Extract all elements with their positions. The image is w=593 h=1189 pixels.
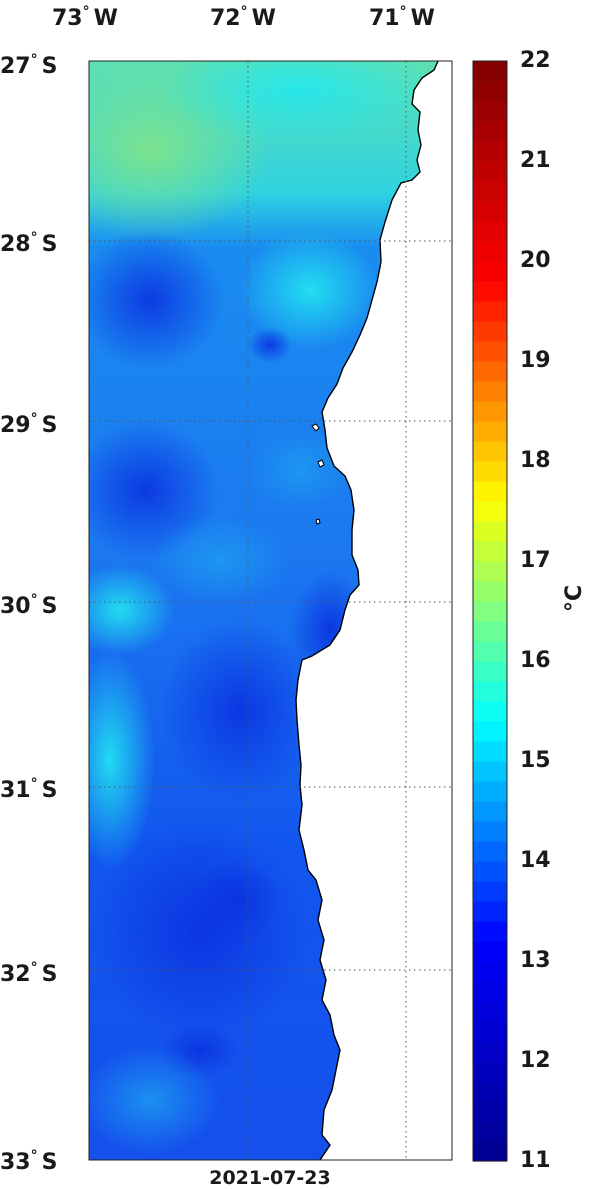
colorbar-band: [473, 701, 507, 722]
colorbar-band: [473, 521, 507, 542]
colorbar-band: [473, 161, 507, 182]
lon-label-72w: 72° W: [210, 4, 276, 31]
colorbar-band: [473, 581, 507, 602]
colorbar-band: [473, 141, 507, 162]
coastline: [295, 61, 439, 1160]
colorbar-band: [473, 981, 507, 1002]
colorbar-band: [473, 781, 507, 802]
colorbar-band: [473, 281, 507, 302]
colorbar-band: [473, 301, 507, 322]
island: [317, 459, 325, 468]
colorbar-band: [473, 1061, 507, 1082]
colorbar-tick: 12: [520, 1048, 551, 1073]
colorbar-band: [473, 341, 507, 362]
map-frame: [88, 60, 453, 1161]
colorbar-band: [473, 901, 507, 922]
colorbar-band: [473, 201, 507, 222]
lat-label-27s: 27° S: [0, 52, 58, 79]
colorbar-band: [473, 861, 507, 882]
colorbar-band: [473, 241, 507, 262]
colorbar-band: [473, 641, 507, 662]
colorbar-band: [473, 1001, 507, 1022]
colorbar-band: [473, 1121, 507, 1142]
colorbar-band: [473, 1141, 507, 1162]
lat-label-31s: 31° S: [0, 776, 58, 803]
lon-label-73w: 73° W: [52, 4, 118, 31]
colorbar-band: [473, 461, 507, 482]
colorbar-band: [473, 61, 507, 82]
colorbar-band: [473, 821, 507, 842]
colorbar-band: [473, 741, 507, 762]
colorbar-tick: 20: [520, 248, 551, 273]
colorbar-tick: 21: [520, 148, 551, 173]
colorbar-band: [473, 761, 507, 782]
colorbar-band: [473, 1101, 507, 1122]
colorbar-band: [473, 561, 507, 582]
lat-label-28s: 28° S: [0, 230, 58, 257]
colorbar-band: [473, 101, 507, 122]
colorbar-band: [473, 1081, 507, 1102]
colorbar-band: [473, 801, 507, 822]
colorbar-tick: 15: [520, 748, 551, 773]
colorbar-band: [473, 81, 507, 102]
colorbar-band: [473, 221, 507, 242]
colorbar-band: [473, 541, 507, 562]
colorbar-band: [473, 1021, 507, 1042]
colorbar-tick: 11: [520, 1148, 551, 1173]
colorbar-band: [473, 121, 507, 142]
lat-label-32s: 32° S: [0, 960, 58, 987]
colorbar-tick: 14: [520, 848, 551, 873]
graticule: [89, 61, 452, 1160]
colorbar: [472, 60, 508, 1162]
colorbar-band: [473, 481, 507, 502]
date-label: 2021-07-23: [209, 1167, 331, 1189]
colorbar-band: [473, 361, 507, 382]
colorbar-band: [473, 401, 507, 422]
colorbar-band: [473, 1041, 507, 1062]
colorbar-band: [473, 181, 507, 202]
colorbar-tick: 22: [520, 48, 551, 73]
lon-label-71w: 71° W: [369, 4, 435, 31]
colorbar-tick: 16: [520, 648, 551, 673]
colorbar-band: [473, 841, 507, 862]
lat-label-33s: 33° S: [0, 1148, 58, 1175]
colorbar-band: [473, 501, 507, 522]
lat-label-30s: 30° S: [0, 592, 58, 619]
colorbar-tick: 18: [520, 448, 551, 473]
colorbar-band: [473, 321, 507, 342]
island: [311, 423, 320, 432]
colorbar-band: [473, 621, 507, 642]
colorbar-tick: 13: [520, 948, 551, 973]
colorbar-tick: 19: [520, 348, 551, 373]
lat-label-29s: 29° S: [0, 411, 58, 438]
colorbar-band: [473, 601, 507, 622]
colorbar-band: [473, 261, 507, 282]
land-area: [296, 61, 452, 1160]
colorbar-band: [473, 721, 507, 742]
colorbar-tick: 17: [520, 548, 551, 573]
colorbar-band: [473, 661, 507, 682]
colorbar-band: [473, 921, 507, 942]
sst-field: [89, 61, 452, 1160]
colorbar-band: [473, 381, 507, 402]
island: [315, 518, 321, 525]
colorbar-band: [473, 961, 507, 982]
colorbar-unit-label: °C: [562, 584, 587, 612]
colorbar-band: [473, 421, 507, 442]
colorbar-band: [473, 941, 507, 962]
colorbar-band: [473, 441, 507, 462]
colorbar-band: [473, 681, 507, 702]
colorbar-band: [473, 881, 507, 902]
